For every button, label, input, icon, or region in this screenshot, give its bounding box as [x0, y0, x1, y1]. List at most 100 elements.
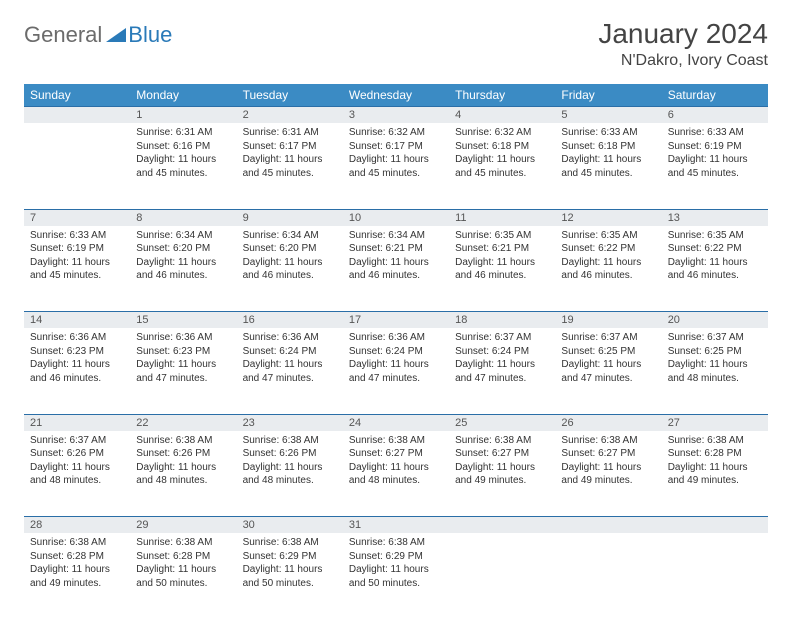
day-content-cell: Sunrise: 6:33 AMSunset: 6:19 PMDaylight:… [662, 123, 768, 209]
sunrise-text: Sunrise: 6:31 AM [136, 126, 230, 140]
daylight-text-1: Daylight: 11 hours [668, 153, 762, 167]
day-number-cell: 26 [555, 414, 661, 431]
day-content-row: Sunrise: 6:37 AMSunset: 6:26 PM Daylight:… [24, 431, 768, 517]
daylight-text-1: Daylight: 11 hours [243, 358, 337, 372]
sunset-text: Sunset: 6:21 PM [455, 242, 549, 256]
day-content-cell: Sunrise: 6:33 AMSunset: 6:18 PMDaylight:… [555, 123, 661, 209]
day-number-cell: 17 [343, 312, 449, 329]
sunrise-text: Sunrise: 6:35 AM [561, 229, 655, 243]
sunrise-text: Sunrise: 6:33 AM [668, 126, 762, 140]
weekday-header: Monday [130, 84, 236, 107]
day-content-row: Sunrise: 6:33 AMSunset: 6:19 PMDaylight:… [24, 226, 768, 312]
sunset-text: Sunset: 6:27 PM [561, 447, 655, 461]
daylight-text-2: and 45 minutes. [349, 167, 443, 181]
day-content-cell: Sunrise: 6:36 AMSunset: 6:24 PMDaylight:… [343, 328, 449, 414]
daylight-text-2: and 46 minutes. [561, 269, 655, 283]
daylight-text-2: and 50 minutes. [136, 577, 230, 591]
sunset-text: Sunset: 6:28 PM [30, 550, 124, 564]
day-content-cell: Sunrise: 6:37 AMSunset: 6:25 PMDaylight:… [555, 328, 661, 414]
day-content-cell: Sunrise: 6:36 AMSunset: 6:24 PMDaylight:… [237, 328, 343, 414]
location: N'Dakro, Ivory Coast [598, 52, 768, 70]
daylight-text-1: Daylight: 11 hours [136, 256, 230, 270]
day-number-cell: 18 [449, 312, 555, 329]
day-number-cell: 23 [237, 414, 343, 431]
day-content-row: Sunrise: 6:38 AM Sunset: 6:28 PM Daylight:… [24, 533, 768, 619]
day-number-cell: 14 [24, 312, 130, 329]
daylight-text-2: and 45 minutes. [243, 167, 337, 181]
day-number-row: 21222324252627 [24, 414, 768, 431]
day-number-cell: 3 [343, 107, 449, 124]
day-content-cell: Sunrise: 6:38 AMSunset: 6:27 PMDaylight:… [343, 431, 449, 517]
day-number-cell: 11 [449, 209, 555, 226]
sunset-text: Sunset: 6:26 PM [30, 447, 124, 461]
daylight-text-2: and 48 minutes. [349, 474, 443, 488]
daylight-text-2: and 48 minutes. [136, 474, 230, 488]
sunset-text: Sunset: 6:18 PM [455, 140, 549, 154]
day-number-cell: 13 [662, 209, 768, 226]
daylight-text-1: Daylight: 11 hours [561, 153, 655, 167]
day-number-cell: 9 [237, 209, 343, 226]
day-content-cell: Sunrise: 6:36 AMSunset: 6:23 PMDaylight:… [24, 328, 130, 414]
day-number-row: 123456 [24, 107, 768, 124]
day-number-cell: 22 [130, 414, 236, 431]
sunset-text: Sunset: 6:19 PM [30, 242, 124, 256]
sunset-text: Sunset: 6:17 PM [243, 140, 337, 154]
logo: General Blue [24, 22, 172, 48]
daylight-text-2: and 45 minutes. [561, 167, 655, 181]
day-number-cell: 7 [24, 209, 130, 226]
day-content-cell: Sunrise: 6:37 AMSunset: 6:25 PMDaylight:… [662, 328, 768, 414]
sunset-text: Sunset: 6:29 PM [243, 550, 337, 564]
daylight-text-2: and 46 minutes. [136, 269, 230, 283]
daylight-text-2: and 45 minutes. [30, 269, 124, 283]
daylight-text-2: and 50 minutes. [349, 577, 443, 591]
sunset-text: Sunset: 6:20 PM [243, 242, 337, 256]
day-number-cell [662, 517, 768, 534]
daylight-text-2: and 46 minutes. [455, 269, 549, 283]
sunrise-text: Sunrise: 6:38 AM [136, 434, 230, 448]
day-number-cell [449, 517, 555, 534]
day-number-cell: 2 [237, 107, 343, 124]
day-content-cell: Sunrise: 6:38 AMSunset: 6:26 PMDaylight:… [237, 431, 343, 517]
daylight-text-2: and 49 minutes. [668, 474, 762, 488]
day-number-cell: 10 [343, 209, 449, 226]
daylight-text-2: and 47 minutes. [136, 372, 230, 386]
sunrise-text: Sunrise: 6:33 AM [561, 126, 655, 140]
daylight-text-2: and 45 minutes. [136, 167, 230, 181]
weekday-header: Sunday [24, 84, 130, 107]
day-content-cell: Sunrise: 6:31 AMSunset: 6:17 PMDaylight:… [237, 123, 343, 209]
day-number-cell [24, 107, 130, 124]
sunrise-text: Sunrise: 6:38 AM [349, 536, 443, 550]
sunset-text: Sunset: 6:16 PM [136, 140, 230, 154]
daylight-text-1: Daylight: 11 hours [455, 461, 549, 475]
sunrise-text: Sunrise: 6:34 AM [243, 229, 337, 243]
sunrise-text: Sunrise: 6:34 AM [349, 229, 443, 243]
daylight-text-1: Daylight: 11 hours [349, 563, 443, 577]
daylight-text-2: and 50 minutes. [243, 577, 337, 591]
sunrise-text: Sunrise: 6:37 AM [30, 434, 124, 448]
daylight-text-1: Daylight: 11 hours [136, 563, 230, 577]
sunrise-text: Sunrise: 6:36 AM [349, 331, 443, 345]
day-content-row: Sunrise: 6:36 AMSunset: 6:23 PMDaylight:… [24, 328, 768, 414]
sunrise-text: Sunrise: 6:36 AM [243, 331, 337, 345]
sunrise-text: Sunrise: 6:38 AM [243, 434, 337, 448]
daylight-text-2: and 48 minutes. [243, 474, 337, 488]
sunrise-text: Sunrise: 6:38 AM [136, 536, 230, 550]
sunrise-text: Sunrise: 6:36 AM [30, 331, 124, 345]
day-number-cell: 24 [343, 414, 449, 431]
day-number-cell: 30 [237, 517, 343, 534]
sunrise-text: Sunrise: 6:35 AM [455, 229, 549, 243]
sunset-text: Sunset: 6:29 PM [349, 550, 443, 564]
sunrise-text: Sunrise: 6:38 AM [243, 536, 337, 550]
day-content-cell: Sunrise: 6:32 AMSunset: 6:18 PMDaylight:… [449, 123, 555, 209]
day-content-cell: Sunrise: 6:35 AMSunset: 6:22 PMDaylight:… [662, 226, 768, 312]
day-number-cell: 1 [130, 107, 236, 124]
sunset-text: Sunset: 6:20 PM [136, 242, 230, 256]
sunrise-text: Sunrise: 6:38 AM [668, 434, 762, 448]
daylight-text-2: and 46 minutes. [668, 269, 762, 283]
weekday-header: Wednesday [343, 84, 449, 107]
day-content-cell: Sunrise: 6:38 AMSunset: 6:29 PMDaylight:… [237, 533, 343, 619]
day-content-cell: Sunrise: 6:32 AMSunset: 6:17 PMDaylight:… [343, 123, 449, 209]
sunset-text: Sunset: 6:25 PM [561, 345, 655, 359]
sunset-text: Sunset: 6:27 PM [455, 447, 549, 461]
sunset-text: Sunset: 6:22 PM [668, 242, 762, 256]
